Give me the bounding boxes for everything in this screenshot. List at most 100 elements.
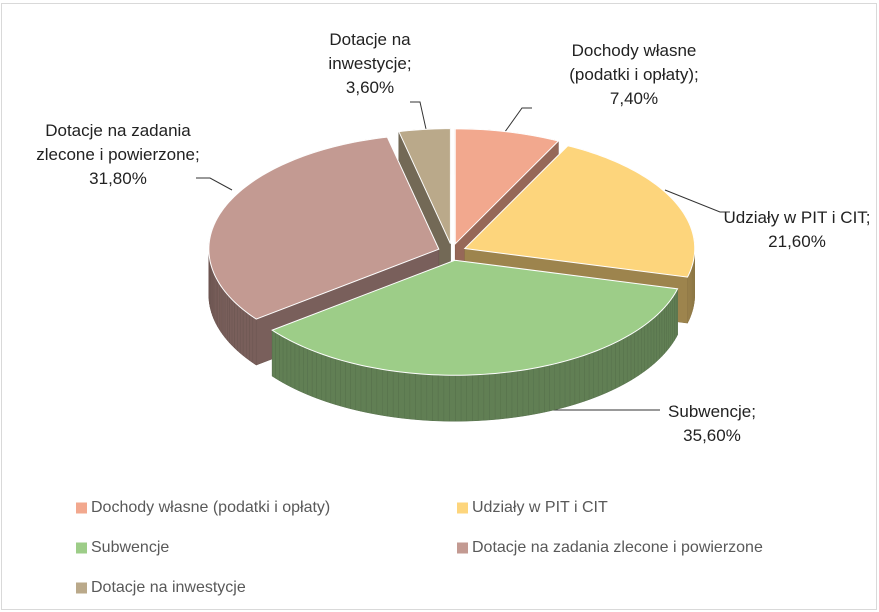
slice-side — [449, 374, 456, 422]
slice-side — [664, 304, 667, 355]
slice-side — [528, 367, 534, 416]
legend-swatch — [457, 502, 468, 514]
slice-side — [239, 306, 244, 357]
data-label: Dotacje na inwestycje; 3,60% — [328, 30, 412, 97]
data-label: Dotacje na zadania zlecone i powierzone;… — [36, 121, 200, 188]
slice-side — [574, 356, 580, 405]
data-label: Subwencje; 35,60% — [668, 402, 756, 445]
slice — [398, 128, 451, 244]
slice-side — [483, 373, 490, 421]
slice-side — [564, 359, 571, 408]
data-label: Udziały w PIT i CIT; 21,60% — [723, 208, 871, 251]
slice-side — [392, 370, 399, 419]
slice-side — [382, 369, 388, 417]
slice-side — [420, 373, 428, 421]
slice-side — [350, 362, 357, 411]
slice-side — [619, 338, 624, 387]
slice-side — [279, 334, 284, 384]
slice-side — [656, 312, 660, 362]
slice-side — [220, 285, 224, 336]
slice-side — [623, 335, 628, 385]
slice-side — [330, 356, 336, 405]
slice-side — [222, 288, 226, 339]
slice-side — [584, 353, 590, 402]
slice-side — [455, 374, 462, 422]
slice-side — [644, 322, 649, 372]
slice-side — [365, 366, 372, 414]
slice-side — [437, 374, 445, 422]
slice-side — [687, 274, 690, 324]
slice-side — [303, 346, 308, 396]
slice-side — [630, 331, 635, 381]
slice-side — [311, 350, 317, 399]
slice-side — [409, 372, 416, 420]
data-label: Dochody własne (podatki i opłaty); 7,40% — [569, 41, 699, 108]
slice-side — [355, 363, 362, 412]
slice-side — [415, 373, 422, 421]
slice-side — [229, 296, 233, 347]
slice-side — [231, 298, 235, 349]
legend-swatch — [76, 542, 87, 554]
slice-side — [511, 370, 518, 418]
slice-side — [615, 340, 620, 389]
slice-side — [282, 336, 288, 386]
slice — [208, 136, 440, 320]
slice-side — [538, 365, 545, 414]
slice-side — [500, 372, 507, 420]
slice-side — [224, 290, 228, 342]
slice-side — [647, 319, 652, 370]
slice-side — [227, 293, 230, 344]
slice-side — [549, 363, 556, 412]
slice-side — [286, 338, 292, 388]
slice-side — [569, 357, 576, 407]
slice-side — [298, 344, 304, 394]
slice-side — [316, 351, 322, 401]
slice-side — [246, 311, 250, 361]
legend-label: Dotacje na inwestycje — [91, 579, 246, 596]
slice-side — [672, 293, 675, 344]
slice-side — [242, 309, 247, 359]
slice-side — [653, 314, 657, 365]
legend-label: Udziały w PIT i CIT — [472, 499, 608, 516]
legend-swatch — [457, 542, 468, 554]
slice-side — [234, 301, 238, 352]
slice-side — [325, 355, 332, 404]
slice-side — [271, 329, 276, 379]
legend-label: Subwencje — [91, 539, 170, 556]
slice-side — [294, 342, 300, 392]
slice-side — [432, 374, 439, 422]
slice-side — [398, 371, 405, 419]
slice-side — [602, 346, 608, 395]
slice-side — [321, 353, 327, 402]
slice-side — [489, 373, 496, 421]
slice-side — [634, 329, 639, 379]
legend-label: Dotacje na zadania zlecone i powierzone — [472, 539, 763, 556]
slice-side — [335, 358, 341, 407]
slice-side — [641, 324, 645, 374]
legend-swatch — [76, 582, 87, 594]
slice-side — [404, 372, 411, 420]
slice-side — [460, 374, 467, 422]
slice-side — [237, 304, 241, 354]
slice-side — [275, 331, 280, 382]
slice-side — [593, 349, 599, 399]
slice-side — [340, 359, 346, 408]
slice-side — [371, 367, 378, 415]
slice-side — [637, 326, 642, 377]
slice-side — [650, 317, 655, 367]
slice — [454, 128, 560, 246]
slice-side — [506, 371, 513, 419]
slice-side — [252, 316, 257, 366]
slice — [463, 145, 696, 278]
slice-side — [554, 362, 561, 411]
legend-swatch — [76, 502, 87, 514]
slice-side — [472, 374, 479, 422]
slice-side — [661, 307, 665, 357]
slice-side — [517, 369, 524, 418]
slice-side — [426, 374, 433, 421]
slice-side — [559, 360, 566, 409]
slice-side — [666, 301, 670, 352]
slice-side — [597, 347, 603, 397]
